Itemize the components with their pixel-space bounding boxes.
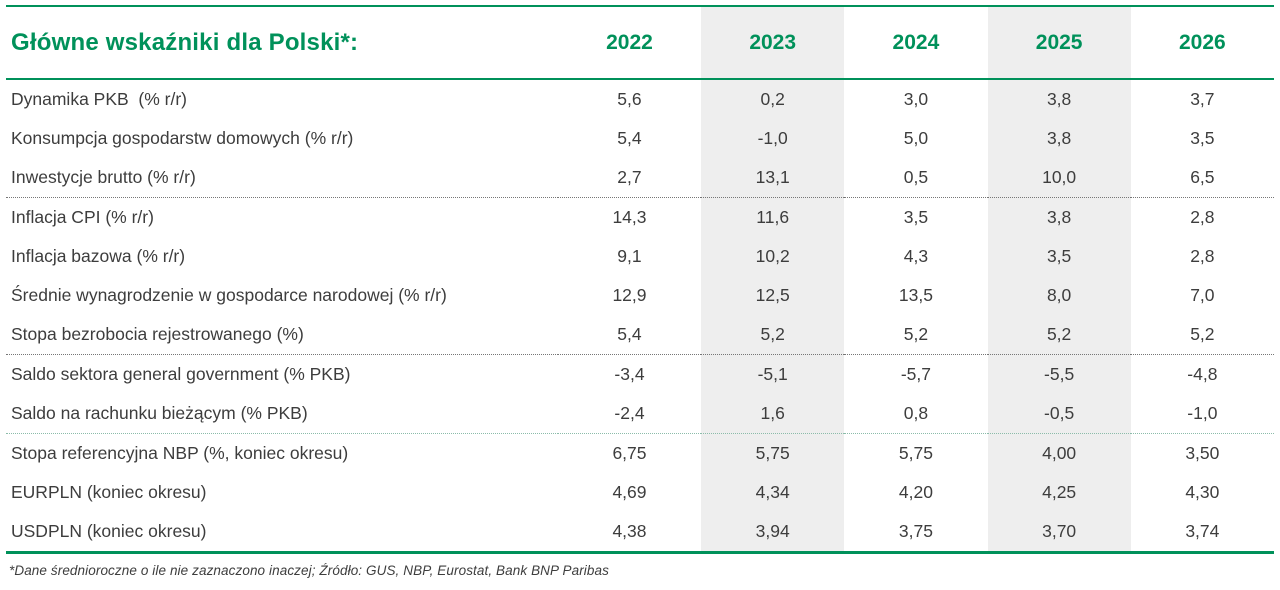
row-label: Konsumpcja gospodarstw domowych (% r/r) — [11, 128, 354, 148]
value-cell-2023: 5,75 — [701, 433, 845, 473]
value-cell-2024: -5,7 — [844, 354, 988, 394]
value-cell-2023: 1,6 — [701, 394, 845, 434]
value-cell-2022: 6,75 — [557, 433, 702, 473]
year-header-2025: 2025 — [987, 6, 1131, 79]
value-cell-2024: 3,0 — [903, 89, 929, 109]
report-page: Główne wskaźniki dla Polski*: 2022 2023 … — [6, 5, 1274, 578]
value-cell-2025: 3,8 — [987, 79, 1131, 119]
value-cell-2024: 5,75 — [844, 433, 988, 473]
value-cell-2022: 5,4 — [617, 324, 642, 344]
table-row: Stopa referencyjna NBP (%, koniec okresu… — [6, 433, 1274, 473]
value-cell-2023: 13,1 — [701, 158, 845, 198]
value-cell-2023: 11,6 — [701, 197, 845, 237]
value-cell-2022: -2,4 — [614, 403, 645, 423]
page-title: Główne wskaźniki dla Polski*: — [11, 28, 359, 56]
value-cell-2022: 4,69 — [612, 482, 647, 502]
table-row: Inflacja bazowa (% r/r) 9,1 10,2 4,3 3,5 2,8 — [6, 237, 1274, 276]
value-cell-2023: 12,5 — [701, 276, 845, 315]
value-cell-2023: 0,2 — [701, 79, 845, 119]
table-row: Średnie wynagrodzenie w gospodarce narod… — [6, 276, 1274, 315]
row-label: Stopa bezrobocia rejestrowanego (%) — [11, 324, 304, 344]
value-cell-2025: 3,5 — [987, 237, 1131, 276]
row-label: Inflacja bazowa (% r/r) — [11, 246, 186, 266]
table-row: Inflacja CPI (% r/r) 14,3 11,6 3,5 3,8 2,8 — [6, 197, 1274, 237]
value-cell-2023: 4,34 — [701, 473, 845, 512]
value-cell-2025: 8,0 — [987, 276, 1131, 315]
row-label: USDPLN (koniec okresu) — [11, 521, 207, 541]
value-cell-2025: 3,8 — [987, 119, 1131, 158]
value-cell-2026: 6,5 — [1190, 167, 1215, 187]
value-cell-2022: 14,3 — [557, 197, 702, 237]
value-cell-2025: 5,2 — [987, 315, 1131, 355]
table-row: Saldo sektora general government (% PKB)… — [6, 354, 1274, 394]
table-row: USDPLN (koniec okresu) 4,38 3,94 3,75 3,70 3,… — [6, 512, 1274, 553]
value-cell-2023: 3,94 — [701, 512, 845, 553]
value-cell-2025: -5,5 — [987, 354, 1131, 394]
value-cell-2025: 4,00 — [987, 433, 1131, 473]
value-cell-2022: 12,9 — [612, 285, 647, 305]
value-cell-2022: 5,4 — [617, 128, 642, 148]
value-cell-2026: 3,5 — [1190, 128, 1215, 148]
value-cell-2023: -1,0 — [701, 119, 845, 158]
value-cell-2022: 9,1 — [617, 246, 642, 266]
row-label: Średnie wynagrodzenie w gospodarce narod… — [11, 285, 447, 305]
value-cell-2026: 7,0 — [1190, 285, 1215, 305]
value-cell-2025: 3,8 — [987, 197, 1131, 237]
value-cell-2024: 5,0 — [903, 128, 929, 148]
value-cell-2026: 2,8 — [1130, 197, 1274, 237]
value-cell-2026: 2,8 — [1190, 246, 1215, 266]
footnote: *Dane średnioroczne o ile nie zaznaczono… — [9, 563, 609, 578]
value-cell-2024: 13,5 — [898, 285, 933, 305]
value-cell-2025: 4,25 — [987, 473, 1131, 512]
row-label: Stopa referencyjna NBP (%, koniec okresu… — [6, 433, 558, 473]
indicators-table: Główne wskaźniki dla Polski*: 2022 2023 … — [6, 5, 1274, 554]
year-header-2022: 2022 — [606, 30, 653, 54]
value-cell-2023: 5,2 — [701, 315, 845, 355]
value-cell-2024: 4,3 — [903, 246, 929, 266]
value-cell-2023: 10,2 — [701, 237, 845, 276]
value-cell-2026: 5,2 — [1190, 324, 1215, 344]
value-cell-2025: 3,70 — [987, 512, 1131, 553]
value-cell-2022: 5,6 — [617, 89, 642, 109]
row-label: Saldo na rachunku bieżącym (% PKB) — [11, 403, 308, 423]
value-cell-2026: -1,0 — [1187, 403, 1218, 423]
value-cell-2026: 3,7 — [1190, 89, 1215, 109]
value-cell-2026: 3,74 — [1185, 521, 1220, 541]
value-cell-2025: -0,5 — [987, 394, 1131, 434]
value-cell-2026: -4,8 — [1130, 354, 1274, 394]
value-cell-2024: 5,2 — [903, 324, 929, 344]
table-row: Stopa bezrobocia rejestrowanego (%) 5,4 5,… — [6, 315, 1274, 355]
value-cell-2025: 10,0 — [987, 158, 1131, 198]
table-row: EURPLN (koniec okresu) 4,69 4,34 4,20 4,25 4,… — [6, 473, 1274, 512]
row-label: Dynamika PKB (% r/r) — [11, 89, 187, 109]
value-cell-2026: 4,30 — [1185, 482, 1220, 502]
value-cell-2024: 3,75 — [898, 521, 933, 541]
value-cell-2024: 0,8 — [903, 403, 929, 423]
value-cell-2026: 3,50 — [1130, 433, 1274, 473]
value-cell-2024: 3,5 — [844, 197, 988, 237]
year-header-2024: 2024 — [892, 30, 940, 54]
row-label: Inwestycje brutto (% r/r) — [11, 167, 196, 187]
value-cell-2024: 0,5 — [903, 167, 929, 187]
row-label: Saldo sektora general government (% PKB) — [6, 354, 558, 394]
value-cell-2022: -3,4 — [557, 354, 702, 394]
header-row: Główne wskaźniki dla Polski*: 2022 2023 … — [6, 6, 1274, 79]
year-header-2023: 2023 — [701, 6, 845, 79]
table-row: Inwestycje brutto (% r/r) 2,7 13,1 0,5 10,0 6… — [6, 158, 1274, 198]
row-label: Inflacja CPI (% r/r) — [6, 197, 558, 237]
row-label: EURPLN (koniec okresu) — [11, 482, 207, 502]
year-header-2026: 2026 — [1179, 30, 1226, 54]
table-row: Dynamika PKB (% r/r) 5,6 0,2 3,0 3,8 3,7 — [6, 79, 1274, 119]
value-cell-2024: 4,20 — [898, 482, 933, 502]
value-cell-2023: -5,1 — [701, 354, 845, 394]
value-cell-2022: 2,7 — [617, 167, 642, 187]
table-row: Saldo na rachunku bieżącym (% PKB) -2,4 1,… — [6, 394, 1274, 434]
table-row: Konsumpcja gospodarstw domowych (% r/r) 5… — [6, 119, 1274, 158]
value-cell-2022: 4,38 — [612, 521, 647, 541]
